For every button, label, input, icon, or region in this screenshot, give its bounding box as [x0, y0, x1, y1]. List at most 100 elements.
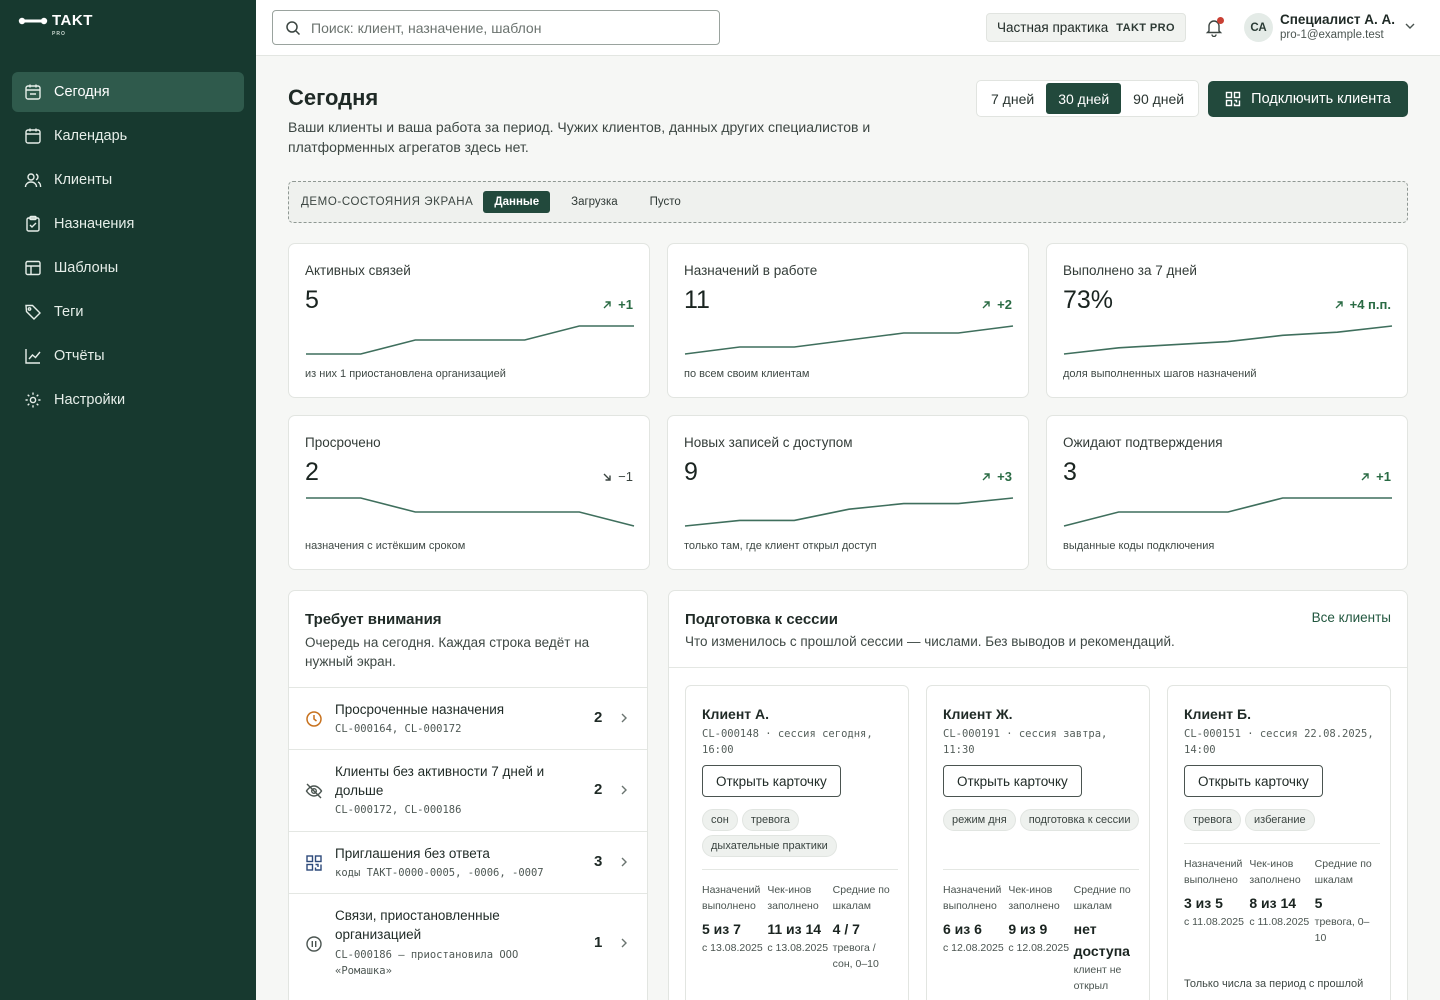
client-tag[interactable]: режим дня	[943, 809, 1016, 831]
attention-row-overdue[interactable]: Просроченные назначения CL-000164, CL-00…	[289, 687, 647, 749]
open-card-button[interactable]: Открыть карточку	[1184, 765, 1323, 797]
demo-state-loading[interactable]: Загрузка	[571, 196, 618, 208]
metric-value: 5 из 7	[702, 921, 741, 937]
client-card-client-zh: Клиент Ж. CL-000191 · сессия завтра, 11:3…	[926, 685, 1150, 1000]
attention-row-inactive[interactable]: Клиенты без активности 7 дней и дольше C…	[289, 749, 647, 831]
stat-label: Выполнено за 7 дней	[1063, 263, 1197, 278]
session-prep-subtitle: Что изменилось с прошлой сессии — числам…	[685, 634, 1175, 649]
avatar[interactable]: СА	[1244, 13, 1273, 42]
metric-label: Назначений выполнено	[702, 884, 761, 912]
arrow-down-right-icon	[603, 473, 611, 481]
sidebar-item-settings[interactable]: Настройки	[12, 380, 244, 420]
stat-card-assignments-in-progress[interactable]: Назначений в работе 11 +2 по всем своим кли…	[667, 243, 1029, 398]
sparkline-series	[684, 325, 1014, 355]
attention-row-invites[interactable]: Приглашения без ответа коды TAKT-0000-00…	[289, 831, 647, 893]
stat-card-completed-7-days[interactable]: Выполнено за 7 дней 73% +4 п.п. доля выполн…	[1046, 243, 1408, 398]
search-icon	[286, 20, 301, 35]
attention-row-ids: коды TAKT-0000-0005, -0006, -0007	[335, 867, 544, 879]
client-name: Клиент Ж.	[943, 706, 1013, 722]
sidebar-item-calendar[interactable]: Календарь	[12, 116, 244, 156]
user-email: pro-1@example.test	[1280, 29, 1384, 41]
sidebar-item-assignments[interactable]: Назначения	[12, 204, 244, 244]
notifications-button[interactable]	[1204, 17, 1224, 38]
practice-selector[interactable]: Частная практика TAKT PRO	[986, 13, 1186, 42]
client-tag[interactable]: тревога	[1184, 809, 1241, 831]
attention-row-ids: CL-000164, CL-000172	[335, 723, 462, 735]
stat-note: по всем своим клиентам	[684, 368, 810, 380]
chevron-down-icon[interactable]	[1404, 20, 1416, 32]
search-input[interactable]	[311, 19, 691, 36]
chevron-right-icon	[621, 785, 627, 795]
stat-card-overdue[interactable]: Просрочено 2 −1 назначения с истёкшим сроко…	[288, 415, 650, 570]
sparkline	[684, 497, 1014, 527]
sidebar-item-label: Настройки	[54, 392, 126, 408]
client-tag[interactable]: сон	[702, 809, 738, 831]
search-box[interactable]	[272, 10, 720, 45]
client-meta: CL-000151 · сессия 22.08.2025, 14:00	[1184, 728, 1374, 756]
logo[interactable]: TAKT	[18, 13, 93, 28]
sidebar-item-templates[interactable]: Шаблоны	[12, 248, 244, 288]
gear-icon	[25, 392, 41, 408]
open-card-button[interactable]: Открыть карточку	[702, 765, 841, 797]
period-90-days[interactable]: 90 дней	[1133, 90, 1185, 107]
sidebar-item-label: Клиенты	[54, 172, 113, 188]
metric-value: 4 / 7	[832, 921, 860, 937]
stat-label: Активных связей	[305, 263, 411, 278]
plan-badge: TAKT PRO	[1116, 21, 1175, 34]
arrow-up-right-icon	[1335, 300, 1343, 308]
arrow-up-right-icon	[982, 300, 990, 308]
stat-label: Просрочено	[305, 435, 381, 450]
period-30-days[interactable]: 30 дней	[1046, 83, 1122, 114]
all-clients-link[interactable]: Все клиенты	[1311, 610, 1391, 625]
period-7-days[interactable]: 7 дней	[991, 90, 1035, 107]
metric-value: 9 из 9	[1008, 921, 1048, 937]
sparkline-series	[1063, 497, 1392, 527]
client-tag[interactable]: тревога	[741, 809, 799, 831]
sidebar-item-label: Отчёты	[54, 348, 105, 364]
attention-row-title: Приглашения без ответа	[335, 846, 490, 861]
demo-state-empty[interactable]: Пусто	[649, 196, 681, 208]
stat-card-active-links[interactable]: Активных связей 5 +1 из них 1 приостановлен…	[288, 243, 650, 398]
stat-value: 5	[305, 286, 319, 314]
client-tag[interactable]: избегание	[1245, 809, 1315, 831]
metric-note: с 12.08.2025	[943, 942, 1004, 954]
tag-icon	[25, 304, 41, 320]
chevron-right-icon	[621, 938, 627, 948]
stat-note: назначения с истёкшим сроком	[305, 540, 466, 552]
client-tag[interactable]: дыхательные практики	[702, 835, 837, 857]
client-metric: Назначений выполнено 5 из 7 с 13.08.2025	[702, 870, 767, 972]
sidebar-item-tags[interactable]: Теги	[12, 292, 244, 332]
stat-value: 2	[305, 458, 319, 486]
client-metric: Чек-инов заполнено 8 из 14 с 11.08.2025	[1249, 844, 1314, 946]
metric-note: с 11.08.2025	[1184, 916, 1244, 928]
stat-note: из них 1 приостановлена организацией	[305, 368, 506, 380]
stat-card-new-records[interactable]: Новых записей с доступом 9 +3 только там, г…	[667, 415, 1029, 570]
sparkline-series	[1063, 325, 1393, 355]
metric-label: Чек-инов заполнено	[767, 884, 819, 912]
sparkline-series	[306, 325, 634, 355]
attention-row-title: Связи, приостановленные организацией	[335, 908, 500, 942]
sidebar-item-reports[interactable]: Отчёты	[12, 336, 244, 376]
user-menu[interactable]: Специалист А. А. pro-1@example.test	[1280, 12, 1395, 41]
attention-row-suspended[interactable]: Связи, приостановленные организацией CL-…	[289, 893, 647, 1000]
client-footnote: Только числа за период с прошлой	[1184, 978, 1364, 990]
sidebar-item-today[interactable]: Сегодня	[12, 72, 244, 112]
demo-state-data[interactable]: Данные	[483, 191, 551, 213]
open-card-button[interactable]: Открыть карточку	[943, 765, 1082, 797]
client-tag[interactable]: подготовка к сессии	[1019, 809, 1140, 831]
stat-value: 73%	[1063, 286, 1114, 314]
attention-row-title: Просроченные назначения	[335, 702, 505, 717]
sidebar-item-label: Шаблоны	[54, 260, 119, 276]
client-metric: Средние по шкалам нет доступа клиент не от…	[1074, 870, 1139, 994]
attention-panel: Требует внимания Очередь на сегодня. Каж…	[288, 590, 648, 1000]
sidebar-item-clients[interactable]: Клиенты	[12, 160, 244, 200]
client-metric: Средние по шкалам 5 тревога, 0–10	[1315, 844, 1380, 946]
arrow-up-right-icon	[1361, 472, 1369, 480]
client-card-client-a: Клиент А. CL-000148 · сессия сегодня, 16:…	[685, 685, 909, 1000]
stat-value: 3	[1063, 458, 1077, 486]
stat-delta: −1	[602, 469, 633, 484]
bell-icon	[1205, 20, 1223, 38]
stat-delta-value: +1	[1376, 469, 1391, 484]
stat-card-awaiting-confirmation[interactable]: Ожидают подтверждения 3 +1 выданные коды по…	[1046, 415, 1408, 570]
connect-client-button[interactable]: Подключить клиента	[1208, 81, 1408, 117]
